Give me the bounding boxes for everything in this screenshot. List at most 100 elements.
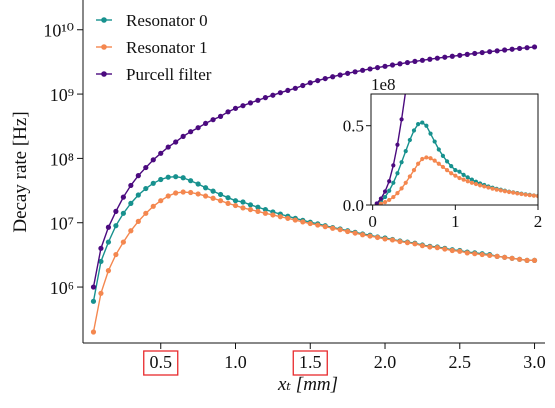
data-point bbox=[188, 178, 194, 184]
legend-label: Resonator 0 bbox=[126, 11, 208, 30]
data-point bbox=[90, 284, 97, 290]
data-point bbox=[173, 190, 179, 196]
data-point bbox=[395, 142, 400, 147]
data-point bbox=[407, 174, 412, 179]
data-point bbox=[158, 150, 164, 156]
data-point bbox=[457, 52, 463, 58]
data-point bbox=[378, 201, 384, 205]
data-point bbox=[419, 243, 425, 249]
x-tick-label: 3.0 bbox=[523, 352, 546, 372]
data-point bbox=[544, 195, 548, 199]
y-tick-label: 10⁸ bbox=[50, 149, 74, 169]
data-point bbox=[158, 176, 164, 183]
data-point bbox=[461, 172, 466, 177]
data-point bbox=[391, 163, 396, 168]
data-point bbox=[307, 220, 313, 227]
data-point bbox=[523, 192, 528, 197]
data-point bbox=[391, 180, 396, 185]
data-point bbox=[165, 193, 171, 199]
inset-y-tick-label: 0.0 bbox=[343, 196, 364, 215]
data-point bbox=[453, 173, 458, 178]
data-point bbox=[486, 185, 491, 190]
data-point bbox=[374, 201, 379, 205]
data-point bbox=[345, 228, 351, 235]
data-point bbox=[120, 194, 126, 200]
data-point bbox=[180, 189, 186, 195]
data-point bbox=[210, 117, 216, 123]
data-point bbox=[464, 51, 470, 57]
data-point bbox=[531, 44, 538, 50]
data-point bbox=[240, 199, 246, 205]
data-point bbox=[442, 246, 448, 252]
data-point bbox=[412, 58, 418, 65]
inset-y-tick-label: 0.5 bbox=[343, 117, 364, 136]
inset-frame bbox=[370, 93, 539, 206]
data-point bbox=[247, 202, 254, 208]
inset-offset-label: 1e8 bbox=[371, 75, 396, 94]
data-point bbox=[98, 258, 104, 265]
data-point bbox=[270, 92, 276, 98]
data-point bbox=[337, 227, 343, 233]
data-point bbox=[502, 254, 508, 260]
data-point bbox=[531, 193, 536, 198]
data-point bbox=[150, 203, 156, 209]
data-point bbox=[472, 50, 478, 57]
inset-background bbox=[371, 94, 538, 205]
data-point bbox=[442, 54, 448, 60]
data-point bbox=[420, 156, 425, 162]
data-point bbox=[519, 191, 524, 197]
data-point bbox=[150, 157, 156, 163]
data-point bbox=[203, 185, 209, 191]
data-point bbox=[270, 212, 276, 218]
data-point bbox=[399, 117, 404, 122]
data-point bbox=[225, 200, 231, 206]
data-point bbox=[378, 196, 384, 201]
legend-marker bbox=[101, 71, 107, 77]
data-point bbox=[490, 186, 495, 191]
data-point bbox=[404, 59, 411, 66]
data-point bbox=[524, 45, 530, 51]
data-point bbox=[404, 240, 411, 246]
data-point bbox=[143, 164, 149, 171]
data-point bbox=[449, 164, 454, 169]
data-point bbox=[399, 160, 404, 165]
data-point bbox=[135, 218, 141, 224]
data-point bbox=[428, 131, 433, 136]
legend-label: Purcell filter bbox=[126, 65, 212, 84]
data-point bbox=[473, 181, 479, 187]
data-point bbox=[217, 113, 224, 119]
data-point bbox=[352, 230, 358, 236]
data-point bbox=[395, 191, 400, 196]
data-point bbox=[399, 186, 404, 191]
data-point bbox=[105, 224, 112, 230]
data-point bbox=[285, 87, 291, 94]
data-point bbox=[469, 180, 474, 185]
data-point bbox=[465, 179, 470, 184]
data-point bbox=[420, 120, 425, 125]
data-point bbox=[509, 46, 515, 52]
data-point bbox=[527, 193, 532, 198]
data-point bbox=[469, 177, 474, 182]
data-point bbox=[292, 217, 298, 223]
data-point bbox=[382, 236, 388, 242]
data-point bbox=[502, 189, 508, 194]
data-point bbox=[487, 252, 493, 259]
data-point bbox=[382, 200, 388, 205]
data-point bbox=[90, 329, 97, 335]
data-point bbox=[382, 63, 388, 69]
data-point bbox=[135, 173, 141, 179]
x-tick-label: 1.0 bbox=[224, 352, 247, 372]
data-point bbox=[412, 13, 416, 17]
data-point bbox=[494, 253, 500, 259]
data-point bbox=[516, 45, 523, 52]
data-point bbox=[374, 64, 381, 71]
data-point bbox=[535, 194, 538, 199]
data-point bbox=[262, 206, 269, 213]
data-point bbox=[210, 188, 216, 194]
x-tick-label: 2.0 bbox=[374, 352, 397, 372]
data-point bbox=[449, 247, 455, 254]
data-point bbox=[395, 171, 400, 176]
data-point bbox=[516, 256, 523, 262]
y-tick-label: 10⁶ bbox=[50, 278, 74, 298]
data-point bbox=[128, 228, 134, 234]
